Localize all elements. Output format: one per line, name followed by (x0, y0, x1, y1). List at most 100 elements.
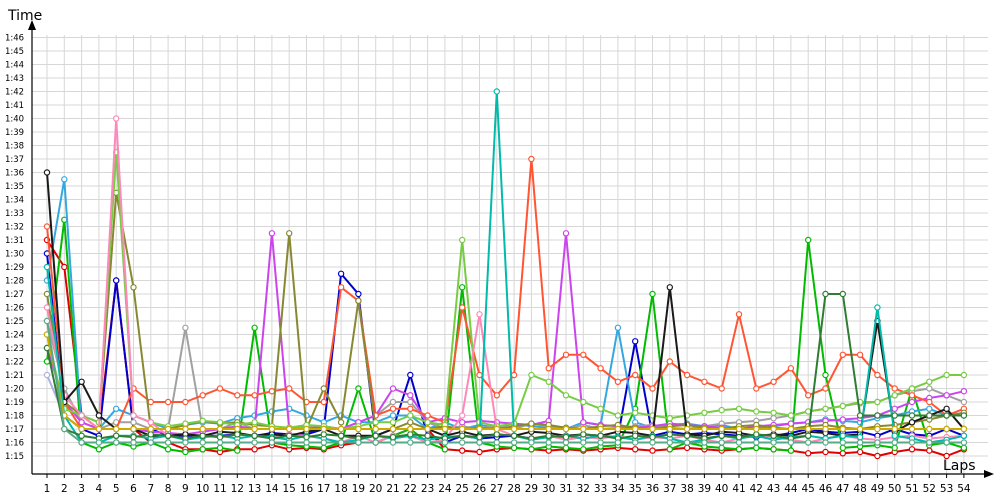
data-point (112, 277, 120, 284)
y-tick-label: 1:26 (5, 304, 24, 314)
data-point (960, 412, 968, 419)
data-point (164, 446, 172, 453)
y-tick-label: 1:22 (5, 358, 24, 368)
data-point (856, 425, 864, 433)
data-point (614, 378, 622, 385)
data-point (753, 439, 760, 446)
data-point (476, 311, 483, 318)
data-point (632, 446, 639, 453)
x-tick-label: 37 (663, 483, 676, 495)
data-point (926, 412, 933, 419)
data-point (407, 439, 414, 446)
y-tick-label: 1:37 (5, 155, 24, 165)
data-point (459, 412, 466, 419)
data-point (805, 425, 812, 433)
data-point (286, 425, 293, 433)
data-point (182, 324, 189, 331)
x-tick-label: 54 (957, 483, 971, 495)
x-tick-label: 31 (559, 483, 572, 495)
data-point (770, 425, 777, 433)
x-tick-label: 9 (182, 483, 189, 495)
y-axis-arrow (28, 20, 36, 30)
data-point (510, 432, 518, 439)
data-point (43, 371, 51, 379)
data-point (78, 425, 85, 433)
data-point (389, 385, 397, 392)
data-point (251, 419, 258, 426)
data-point (199, 392, 206, 399)
data-point (908, 439, 916, 446)
x-tick-label: 34 (611, 483, 625, 495)
data-point (580, 398, 587, 406)
data-point (234, 431, 241, 438)
data-point (718, 432, 725, 439)
data-point (424, 419, 431, 426)
x-tick-label: 30 (542, 483, 555, 495)
y-tick-label: 1:29 (5, 263, 24, 273)
data-point (320, 439, 327, 446)
data-point (874, 304, 881, 311)
data-point (926, 425, 933, 433)
data-point (528, 439, 535, 446)
data-point (441, 446, 449, 453)
data-point (908, 392, 916, 399)
data-point (891, 432, 898, 439)
data-point (787, 420, 795, 427)
data-point (891, 392, 898, 399)
data-point (580, 419, 587, 426)
data-point (95, 412, 103, 419)
data-point (78, 432, 85, 439)
data-point (805, 439, 812, 446)
data-point (320, 444, 327, 452)
data-point (735, 425, 743, 433)
data-point (874, 412, 881, 419)
x-tick-labels: 1 2 3 4 5 6 7 8 9 10 11 12 13 14 15 16 17 18 19 20 21 22 23 24 2… (44, 483, 971, 495)
data-point (787, 447, 795, 454)
data-point (182, 439, 189, 446)
data-point (95, 439, 103, 446)
data-point (528, 446, 535, 453)
x-tick-label: 10 (196, 483, 209, 495)
data-point (580, 446, 587, 453)
data-point (78, 419, 85, 426)
data-point (234, 439, 241, 446)
data-point (130, 412, 137, 419)
data-point (787, 365, 795, 372)
data-point (770, 378, 777, 385)
data-point (874, 398, 881, 406)
data-point (874, 425, 881, 433)
data-point (839, 351, 847, 358)
data-point (735, 446, 743, 453)
data-point (389, 433, 397, 441)
data-point (562, 439, 570, 446)
data-point (960, 398, 968, 406)
data-point (666, 439, 674, 446)
y-tick-label: 1:40 (5, 115, 24, 125)
data-point (908, 385, 916, 392)
axes (28, 20, 994, 478)
x-tick-label: 11 (213, 483, 226, 495)
data-point (407, 392, 414, 399)
data-point (753, 444, 760, 452)
data-point (286, 439, 293, 446)
x-tick-label: 23 (421, 483, 434, 495)
x-tick-label: 33 (594, 483, 607, 495)
data-point (251, 425, 258, 433)
data-point (960, 432, 968, 439)
x-tick-label: 28 (507, 483, 520, 495)
data-point (389, 412, 397, 419)
data-point (199, 439, 206, 446)
data-point (735, 439, 743, 446)
data-point (701, 425, 708, 433)
data-point (874, 439, 881, 446)
data-point (337, 270, 345, 277)
x-tick-label: 36 (646, 483, 660, 495)
data-point (735, 405, 743, 412)
data-point (926, 398, 933, 406)
y-tick-label: 1:44 (5, 61, 24, 71)
x-tick-label: 13 (248, 483, 261, 495)
data-point (666, 358, 674, 365)
data-point (112, 439, 120, 446)
data-point (908, 398, 916, 406)
